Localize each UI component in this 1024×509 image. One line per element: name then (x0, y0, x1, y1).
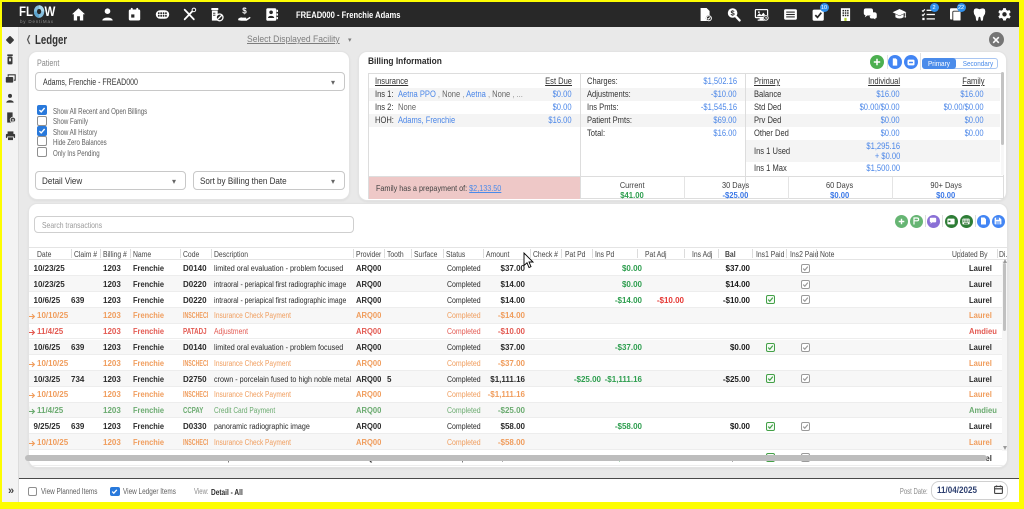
svg-text:$: $ (242, 7, 247, 16)
svg-text:$: $ (12, 118, 15, 123)
svg-text:$: $ (730, 9, 735, 18)
